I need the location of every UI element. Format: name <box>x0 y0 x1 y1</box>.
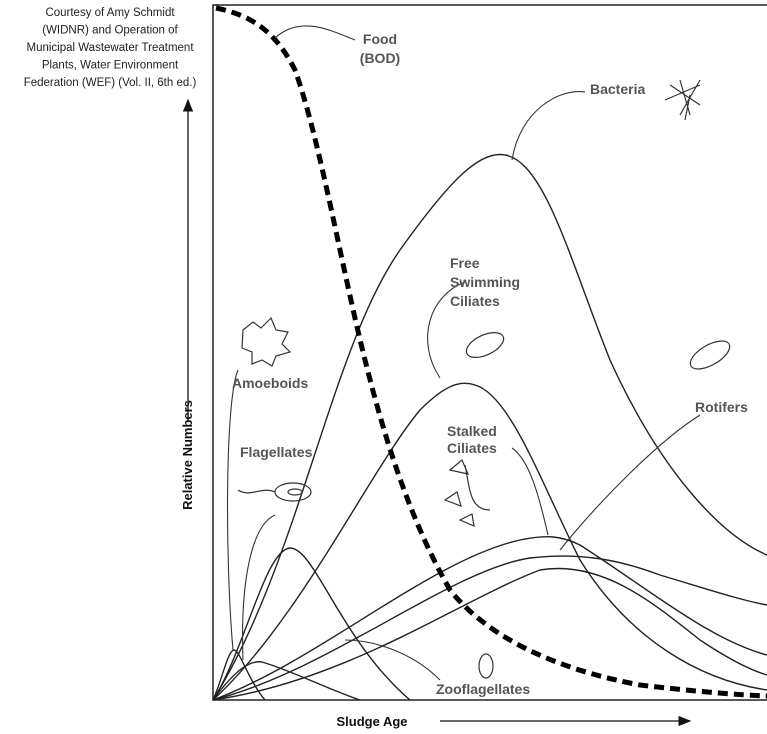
diagram-label: Flagellates <box>240 444 313 460</box>
diagram-label: Swimming <box>450 274 520 290</box>
credit-line: Municipal Wastewater Treatment <box>26 42 194 54</box>
diagram-label: Food <box>363 31 397 47</box>
diagram: Courtesy of Amy Schmidt (WIDNR) and Opera… <box>0 0 767 734</box>
credit-line: Plants, Water Environment <box>42 60 179 72</box>
pointer <box>243 515 275 660</box>
pointer <box>512 92 585 160</box>
credit-line: (WIDNR) and Operation of <box>42 25 178 37</box>
diagram-label: Stalked <box>447 423 497 439</box>
diagram-label: Free <box>450 255 480 271</box>
credit-line: Federation (WEF) (Vol. II, 6th ed.) <box>24 77 197 89</box>
credit-line: Courtesy of Amy Schmidt <box>45 7 175 19</box>
diagram-label: Ciliates <box>450 293 500 309</box>
diagram-label: Bacteria <box>590 81 645 97</box>
pointer <box>560 415 700 550</box>
diagram-label: Ciliates <box>447 440 497 456</box>
pointer <box>275 26 355 40</box>
pointer <box>228 370 238 650</box>
diagram-label: Zooflagellates <box>436 681 530 697</box>
x-axis-label: Sludge Age <box>336 714 407 729</box>
diagram-label: (BOD) <box>360 50 400 66</box>
food-curve <box>216 8 767 696</box>
pointer <box>345 640 440 680</box>
icons <box>238 80 734 678</box>
pointer <box>512 448 548 535</box>
y-axis-label: Relative Numbers <box>180 400 195 510</box>
diagram-label: Amoeboids <box>232 375 308 391</box>
diagram-label: Rotifers <box>695 399 748 415</box>
